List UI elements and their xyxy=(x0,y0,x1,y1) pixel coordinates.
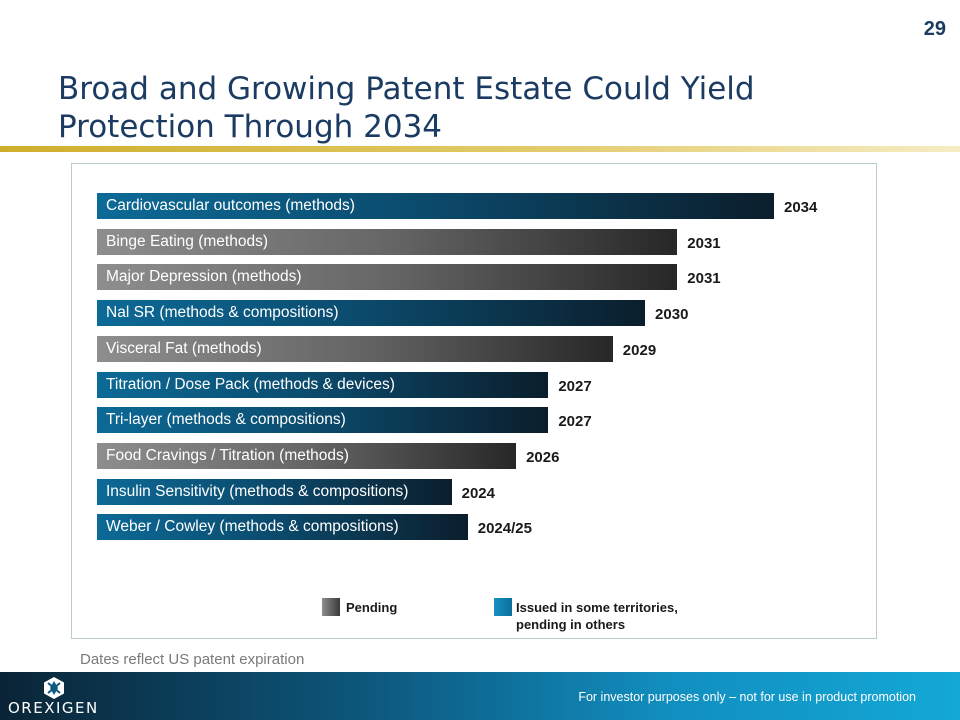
footer-band xyxy=(0,672,960,720)
bar-value-label: 2034 xyxy=(784,199,818,216)
legend-swatch-issued xyxy=(494,598,512,616)
legend-swatch-pending xyxy=(322,598,340,616)
bar-value-label: 2030 xyxy=(655,306,689,324)
bar-9: Weber / Cowley (methods & compositions) xyxy=(97,514,468,541)
footer-disclaimer: For investor purposes only – not for use… xyxy=(578,690,916,704)
bar-label: Insulin Sensitivity (methods & compositi… xyxy=(106,482,409,500)
bar-label: Binge Eating (methods) xyxy=(106,232,268,250)
bar-value-label: 2026 xyxy=(526,448,560,466)
slide-title: Broad and Growing Patent Estate Could Yi… xyxy=(58,71,755,145)
logo-text: OREXIGEN xyxy=(8,699,99,717)
bar-label: Major Depression (methods) xyxy=(106,268,302,286)
bar-label: Titration / Dose Pack (methods & devices… xyxy=(106,375,395,393)
bar-7: Food Cravings / Titration (methods) xyxy=(97,442,517,469)
patent-chart: Cardiovascular outcomes (methods) 2034 Bin… xyxy=(71,163,877,639)
bar-value-label: 2024 xyxy=(461,484,495,502)
footnote: Dates reflect US patent expiration xyxy=(80,651,305,668)
bar-0: Cardiovascular outcomes (methods) xyxy=(97,193,774,219)
orexigen-logo-icon xyxy=(44,677,64,699)
bar-label: Nal SR (methods & compositions) xyxy=(106,304,339,322)
bar-label: Food Cravings / Titration (methods) xyxy=(106,446,349,464)
legend-label-pending: Pending xyxy=(346,600,398,615)
bar-4: Visceral Fat (methods) xyxy=(97,335,613,362)
bar-value-label: 2029 xyxy=(622,341,657,359)
bar-value-label: 2031 xyxy=(687,270,721,288)
bar-label: Weber / Cowley (methods & compositions) xyxy=(106,518,399,536)
bar-3: Nal SR (methods & compositions) xyxy=(97,300,646,327)
bar-value-label: 2024/25 xyxy=(477,520,532,538)
title-underline xyxy=(0,146,960,152)
page-number: 29 xyxy=(923,18,946,40)
bar-2: Major Depression (methods) xyxy=(97,264,678,291)
bar-5: Titration / Dose Pack (methods & devices… xyxy=(97,371,549,398)
bar-value-label: 2027 xyxy=(558,413,592,431)
bar-value-label: 2031 xyxy=(687,234,721,252)
bar-label: Cardiovascular outcomes (methods) xyxy=(106,197,355,214)
bar-value-label: 2027 xyxy=(558,377,592,395)
bar-label: Visceral Fat (methods) xyxy=(106,339,262,357)
bar-6: Tri-layer (methods & compositions) xyxy=(97,407,549,434)
legend-label-issued: Issued in some territories, pending in o… xyxy=(516,600,678,632)
bar-8: Insulin Sensitivity (methods & compositi… xyxy=(97,478,452,505)
bar-label: Tri-layer (methods & compositions) xyxy=(106,411,346,429)
bar-1: Binge Eating (methods) xyxy=(97,228,678,255)
